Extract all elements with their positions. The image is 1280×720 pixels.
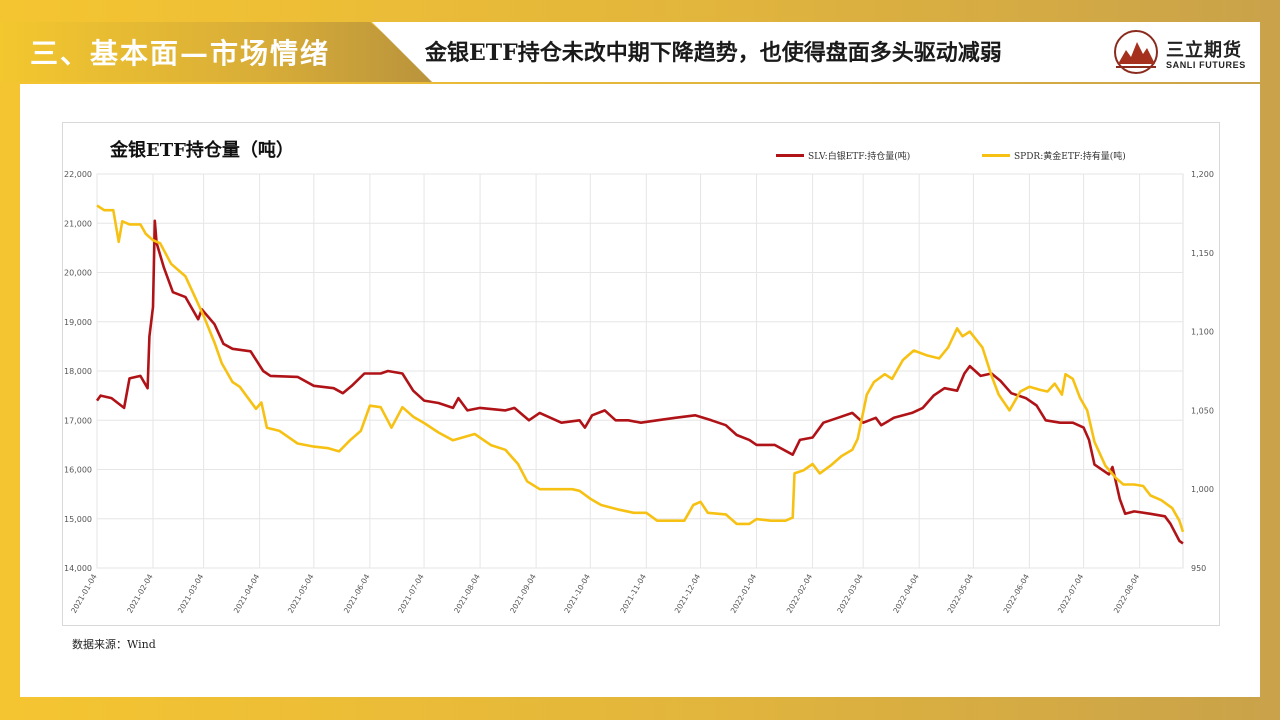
- legend-label-spdr: SPDR:黄金ETF:持有量(吨): [1014, 151, 1126, 162]
- data-source: 数据来源：Wind: [72, 638, 156, 651]
- y-left-tick-label: 20,000: [64, 269, 92, 278]
- x-tick-label: 2021-10-04: [562, 572, 592, 614]
- y-left-tick-label: 16,000: [64, 466, 92, 475]
- y-left-tick-label: 15,000: [64, 515, 92, 524]
- y-right-tick-label: 1,200: [1191, 170, 1214, 179]
- x-tick-label: 2022-04-04: [891, 572, 921, 614]
- brand-name: 三立期货: [1166, 40, 1242, 61]
- x-tick-label: 2022-01-04: [729, 572, 759, 614]
- x-tick-label: 2021-05-04: [286, 572, 316, 614]
- y-right-tick-label: 1,100: [1191, 328, 1214, 337]
- legend-swatch-slv: [776, 153, 804, 157]
- y-left-tick-label: 19,000: [64, 318, 92, 327]
- section-banner: [0, 22, 440, 82]
- y-left-tick-label: 22,000: [64, 170, 92, 179]
- x-tick-label: 2021-11-04: [618, 572, 648, 614]
- x-tick-label: 2022-03-04: [835, 572, 865, 614]
- section-title: 三、基本面—市场情绪: [30, 37, 331, 70]
- y-left-tick-label: 17,000: [64, 416, 92, 425]
- x-tick-label: 2022-08-04: [1112, 572, 1142, 614]
- slide-headline: 金银ETF持仓未改中期下降趋势，也使得盘面多头驱动减弱: [425, 40, 1002, 66]
- legend-label-slv: SLV:白银ETF:持仓量(吨): [808, 151, 911, 162]
- series-line-slv: [95, 219, 1184, 545]
- x-tick-label: 2021-01-04: [69, 572, 99, 614]
- y-left-tick-label: 18,000: [64, 367, 92, 376]
- legend-slv: SLV:白银ETF:持仓量(吨): [776, 149, 911, 162]
- x-tick-label: 2021-06-04: [342, 572, 372, 614]
- chart-title: 金银ETF持仓量（吨）: [110, 140, 294, 161]
- x-tick-label: 2021-12-04: [673, 572, 703, 614]
- x-tick-label: 2022-02-04: [785, 572, 815, 614]
- x-tick-label: 2022-07-04: [1056, 572, 1086, 614]
- y-right-tick-label: 1,150: [1191, 249, 1214, 258]
- y-right-tick-label: 1,000: [1191, 485, 1214, 494]
- x-tick-label: 2021-09-04: [508, 572, 538, 614]
- y-right-tick-label: 950: [1191, 564, 1206, 573]
- chart-container: [62, 122, 1220, 626]
- brand-name-en: SANLI FUTURES: [1166, 60, 1246, 70]
- x-tick-label: 2021-07-04: [396, 572, 426, 614]
- series-line-spdr: [96, 204, 1185, 533]
- x-tick-label: 2022-06-04: [1002, 572, 1032, 614]
- x-tick-label: 2021-03-04: [176, 572, 206, 614]
- mountain-logo-icon: [1114, 30, 1158, 74]
- y-right-tick-label: 1,050: [1191, 406, 1214, 415]
- y-left-tick-label: 21,000: [64, 219, 92, 228]
- x-tick-label: 2021-08-04: [452, 572, 482, 614]
- y-left-tick-label: 14,000: [64, 564, 92, 573]
- legend-spdr: SPDR:黄金ETF:持有量(吨): [982, 149, 1126, 162]
- legend-swatch-spdr: [982, 153, 1010, 157]
- headline-banner: [372, 22, 1260, 82]
- x-tick-label: 2021-04-04: [232, 572, 262, 614]
- x-tick-label: 2021-02-04: [125, 572, 155, 614]
- x-tick-label: 2022-05-04: [946, 572, 976, 614]
